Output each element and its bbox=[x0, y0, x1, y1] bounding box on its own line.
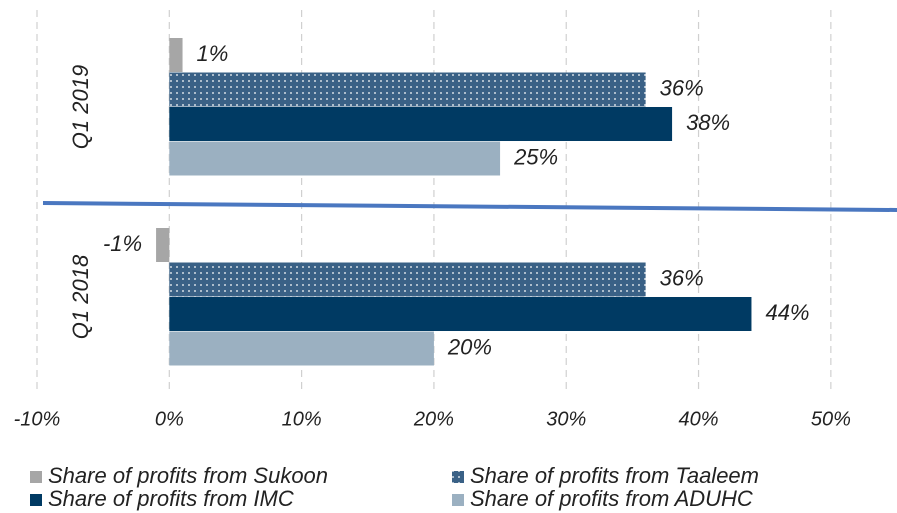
legend-label: Share of profits from IMC bbox=[48, 486, 294, 511]
x-tick-label: 0% bbox=[155, 408, 184, 430]
bar bbox=[169, 297, 752, 331]
value-label: 44% bbox=[765, 300, 809, 325]
legend-label: Share of profits from ADUHC bbox=[470, 486, 753, 511]
x-tick-label: -10% bbox=[14, 408, 61, 430]
value-label: 25% bbox=[513, 145, 558, 170]
bar bbox=[169, 262, 646, 297]
separator-line bbox=[42, 201, 897, 212]
value-label: 36% bbox=[660, 266, 704, 291]
bar bbox=[169, 72, 646, 107]
value-label: 20% bbox=[447, 335, 492, 360]
x-tick-label: 40% bbox=[679, 408, 719, 430]
value-label: -1% bbox=[103, 231, 142, 256]
bar bbox=[156, 228, 170, 262]
legend-swatch bbox=[30, 471, 42, 483]
category-label: Q1 2018 bbox=[68, 254, 93, 339]
x-tick-label: 20% bbox=[413, 408, 454, 430]
bar bbox=[169, 107, 673, 141]
legend-label: Share of profits from Sukoon bbox=[48, 463, 328, 488]
legend-label: Share of profits from Taaleem bbox=[470, 463, 759, 488]
value-label: 38% bbox=[686, 110, 730, 135]
legend-swatch bbox=[30, 494, 42, 506]
x-tick-label: 50% bbox=[811, 408, 851, 430]
x-tick-label: 30% bbox=[546, 408, 586, 430]
bar bbox=[169, 331, 434, 366]
bar bbox=[169, 141, 501, 176]
value-label: 36% bbox=[660, 76, 704, 101]
bar bbox=[169, 38, 183, 72]
value-label: 1% bbox=[197, 41, 229, 66]
legend-swatch bbox=[452, 494, 464, 506]
category-label: Q1 2019 bbox=[68, 65, 93, 149]
x-tick-label: 10% bbox=[282, 408, 322, 430]
legend-swatch bbox=[452, 471, 464, 483]
